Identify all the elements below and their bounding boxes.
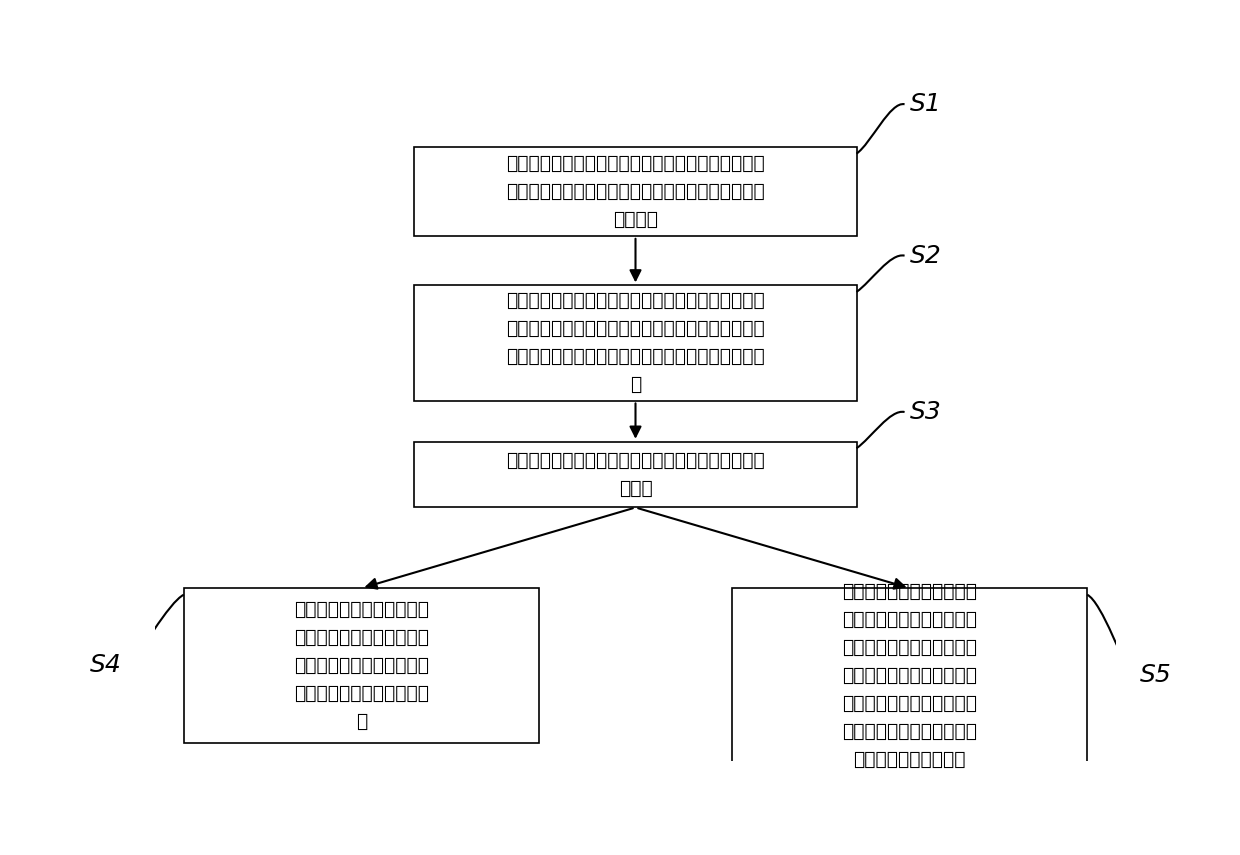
Text: S2: S2 <box>909 244 941 268</box>
Text: 当云台转动运行到预置位时，获取红外热像仪发送的
监测场景的红外视频流；所述红外视频流包括红外原
始裸数据: 当云台转动运行到预置位时，获取红外热像仪发送的 监测场景的红外视频流；所述红外视… <box>506 154 765 229</box>
FancyBboxPatch shape <box>414 442 857 508</box>
Text: 若存在目标热源时，计算目标热源在监测场景内的位
置坐标: 若存在目标热源时，计算目标热源在监测场景内的位 置坐标 <box>506 451 765 498</box>
Text: 触发安装于云台上的测距装
置定时测量目标热源与云台
之间的距离并将测量的数据
发送给服务器，使得服务器
将测量的数据与电子地图进
行关联，得出目标热源的定
位信: 触发安装于云台上的测距装 置定时测量目标热源与云台 之间的距离并将测量的数据 发… <box>842 582 977 769</box>
FancyBboxPatch shape <box>732 588 1087 763</box>
FancyBboxPatch shape <box>414 147 857 236</box>
Text: S5: S5 <box>1140 663 1172 687</box>
Text: 触发高清摄像机对目标热源
进行跟踪录制高清视频流，
并将高清视频流发送到服务
器，并通过客户端显示给用
户: 触发高清摄像机对目标热源 进行跟踪录制高清视频流， 并将高清视频流发送到服务 器… <box>294 600 429 731</box>
FancyBboxPatch shape <box>184 588 539 743</box>
Text: S4: S4 <box>89 653 122 677</box>
Text: S1: S1 <box>909 92 941 116</box>
Text: 对红外原始裸数据进行扫描分析，从而判断得出所述
预置位的布防区域内是否存在目标热源；所述目标热
源为在预置位的布防区域内触发对应的告警参数的热
源: 对红外原始裸数据进行扫描分析，从而判断得出所述 预置位的布防区域内是否存在目标热… <box>506 292 765 394</box>
FancyBboxPatch shape <box>414 286 857 400</box>
Text: S3: S3 <box>909 400 941 424</box>
